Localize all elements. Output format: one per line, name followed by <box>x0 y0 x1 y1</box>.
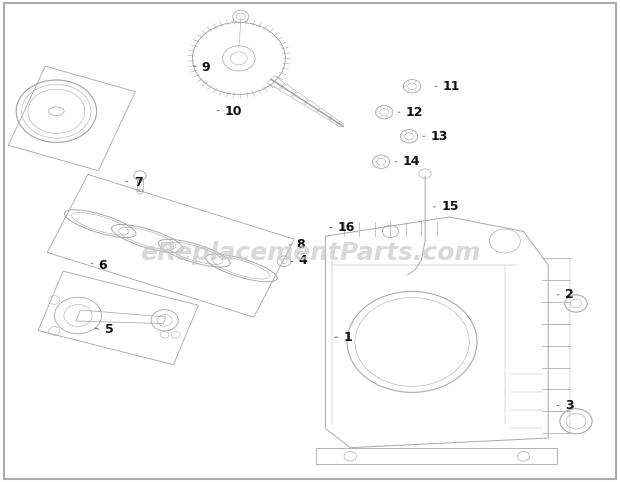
Text: 8: 8 <box>296 238 305 251</box>
Text: 12: 12 <box>406 106 423 119</box>
Text: 9: 9 <box>202 61 210 74</box>
Text: 1: 1 <box>344 331 353 344</box>
Text: 14: 14 <box>403 155 420 168</box>
Text: 10: 10 <box>224 105 242 118</box>
Text: 2: 2 <box>565 288 574 301</box>
Text: 11: 11 <box>443 80 461 93</box>
Text: eReplacementParts.com: eReplacementParts.com <box>140 241 480 265</box>
Text: 13: 13 <box>431 130 448 143</box>
Text: 4: 4 <box>299 254 308 267</box>
Text: 7: 7 <box>134 176 143 189</box>
Text: 16: 16 <box>338 221 355 234</box>
Text: 5: 5 <box>105 323 113 336</box>
Text: 3: 3 <box>565 399 574 412</box>
Text: 6: 6 <box>99 258 107 271</box>
Text: 15: 15 <box>441 200 459 213</box>
